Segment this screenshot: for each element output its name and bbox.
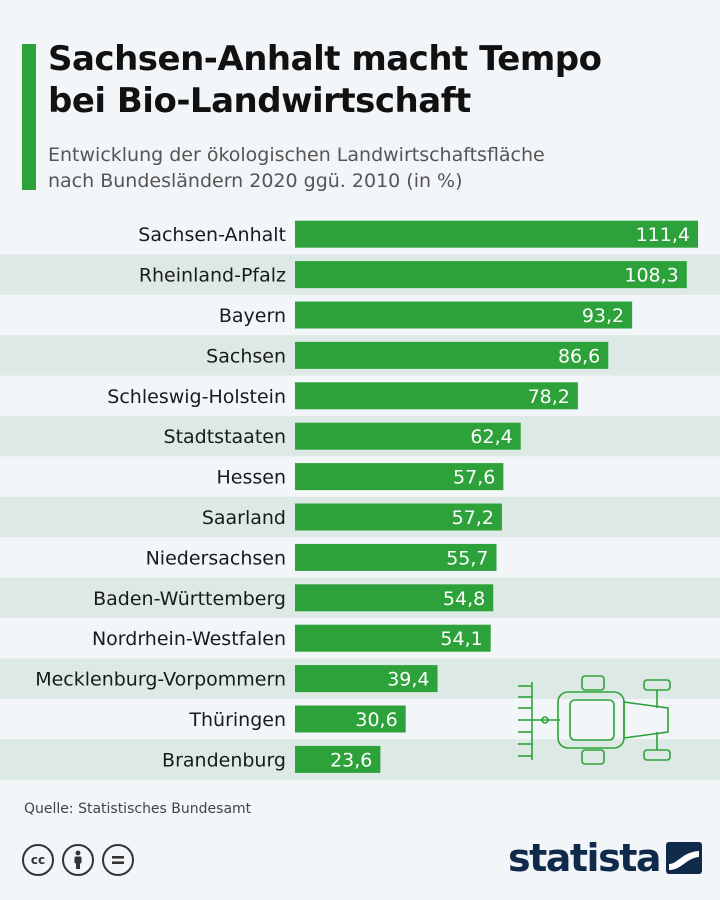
- bar: [295, 463, 504, 491]
- category-label: Thüringen: [188, 709, 286, 731]
- bar: [295, 624, 491, 652]
- bar: [295, 705, 406, 733]
- bars: Sachsen-Anhalt 111,4 Rheinland-Pfalz 108,3 B…: [35, 220, 698, 773]
- value-label: 93,2: [582, 305, 624, 327]
- bar: [295, 301, 633, 329]
- category-label: Schleswig-Holstein: [107, 386, 286, 408]
- attribution-icon[interactable]: [62, 844, 94, 876]
- bar: [295, 261, 687, 289]
- bar: [295, 341, 609, 369]
- bar: [295, 220, 698, 248]
- bar: [295, 745, 381, 773]
- bar: [295, 665, 438, 693]
- bar: [295, 422, 521, 450]
- value-label: 23,6: [330, 749, 372, 771]
- bar: [295, 382, 578, 410]
- bar: [295, 584, 494, 612]
- value-label: 62,4: [470, 426, 512, 448]
- bar-chart: Sachsen-Anhalt 111,4 Rheinland-Pfalz 108,3 B…: [0, 220, 720, 780]
- category-label: Baden-Württemberg: [93, 588, 286, 610]
- category-label: Nordrhein-Westfalen: [92, 628, 286, 650]
- value-label: 111,4: [636, 224, 690, 246]
- value-label: 39,4: [387, 669, 429, 691]
- bar: [295, 543, 497, 571]
- category-label: Sachsen-Anhalt: [138, 224, 286, 246]
- value-label: 57,2: [452, 507, 494, 529]
- category-label: Hessen: [216, 467, 286, 489]
- value-label: 55,7: [446, 547, 488, 569]
- value-label: 108,3: [624, 265, 678, 287]
- subtitle-line-1: Entwicklung der ökologischen Landwirtsch…: [48, 144, 545, 166]
- cc-icon[interactable]: cc: [22, 844, 54, 876]
- statista-logo-icon: [666, 842, 702, 874]
- no-derivatives-icon[interactable]: [102, 844, 134, 876]
- category-label: Niedersachsen: [146, 547, 286, 569]
- title-line-2: bei Bio-Landwirtschaft: [48, 81, 471, 121]
- bar: [295, 503, 502, 531]
- chart-title: Sachsen-Anhalt macht Tempo bei Bio-Landw…: [48, 38, 708, 122]
- category-label: Bayern: [219, 305, 286, 327]
- brand-name: statista: [507, 836, 662, 880]
- value-label: 78,2: [528, 386, 570, 408]
- category-label: Sachsen: [206, 345, 286, 367]
- title-line-1: Sachsen-Anhalt macht Tempo: [48, 39, 602, 79]
- value-label: 54,1: [440, 628, 482, 650]
- accent-bar: [22, 44, 36, 190]
- statista-logo[interactable]: statista: [508, 836, 702, 880]
- subtitle-line-2: nach Bundesländern 2020 ggü. 2010 (in %): [48, 170, 463, 192]
- license-icons: cc: [22, 844, 134, 876]
- chart-subtitle: Entwicklung der ökologischen Landwirtsch…: [48, 142, 708, 194]
- category-label: Brandenburg: [162, 749, 286, 771]
- category-label: Saarland: [202, 507, 286, 529]
- value-label: 30,6: [355, 709, 397, 731]
- source-note: Quelle: Statistisches Bundesamt: [24, 801, 252, 817]
- value-label: 57,6: [453, 467, 495, 489]
- category-label: Rheinland-Pfalz: [139, 265, 286, 287]
- category-label: Mecklenburg-Vorpommern: [35, 669, 286, 691]
- category-label: Stadtstaaten: [164, 426, 286, 448]
- value-label: 86,6: [558, 345, 600, 367]
- value-label: 54,8: [443, 588, 485, 610]
- tractor-icon: [518, 675, 671, 765]
